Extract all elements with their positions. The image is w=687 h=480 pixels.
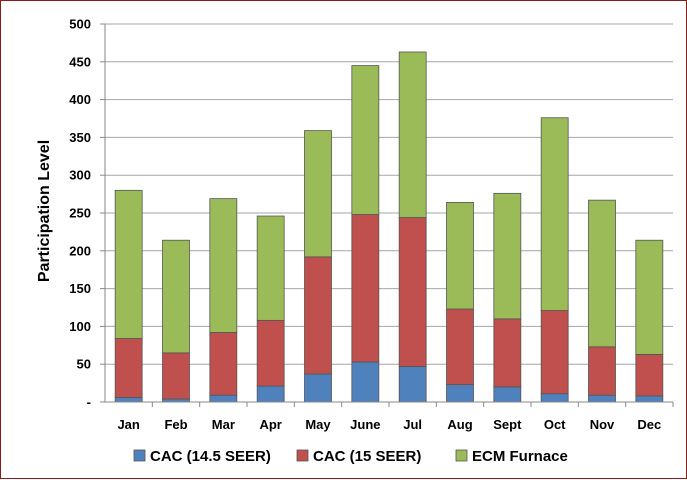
bar-ecm-furnace-sept <box>493 192 522 320</box>
bar-ecm-furnace-jul <box>398 51 427 218</box>
x-tick-label: Oct <box>544 417 566 432</box>
bar-ecm-furnace-oct <box>540 117 569 311</box>
x-tick-label: Aug <box>447 417 472 432</box>
x-tick-label: Feb <box>164 417 187 432</box>
y-axis-title: Participation Level <box>36 140 53 282</box>
y-tick-label: 300 <box>69 168 91 183</box>
x-tick-label: Apr <box>259 417 281 432</box>
x-tick-label: May <box>305 417 331 432</box>
legend: CAC (14.5 SEER) CAC (15 SEER) ECM Furnace <box>133 448 568 465</box>
gridlines <box>105 23 673 365</box>
bar-ecm-furnace-june <box>351 65 380 215</box>
legend-swatch <box>455 449 468 462</box>
bar-cac-14-5-seer--mar <box>209 394 238 403</box>
x-tick-label: Nov <box>590 417 615 432</box>
legend-swatch <box>296 449 309 462</box>
y-tick-label: 250 <box>69 206 91 221</box>
bar-cac-14-5-seer--june <box>351 361 380 403</box>
y-tick-label: 450 <box>69 54 91 69</box>
bar-cac-15-seer--june <box>351 214 380 363</box>
y-tick-label: 500 <box>69 17 91 32</box>
y-tick-label: 350 <box>69 130 91 145</box>
y-tick-label: 400 <box>69 92 91 107</box>
bar-ecm-furnace-nov <box>588 199 616 348</box>
y-tick-labels: - 50 100 150 200 250 300 350 400 450 500 <box>69 17 105 410</box>
bar-cac-14-5-seer--oct <box>540 393 569 403</box>
bar-ecm-furnace-may <box>304 130 332 258</box>
bar-ecm-furnace-aug <box>446 202 474 310</box>
bar-cac-14-5-seer--dec <box>635 395 664 403</box>
bar-cac-15-seer--dec <box>635 353 664 397</box>
bar-cac-15-seer--apr <box>256 319 285 387</box>
bars <box>114 51 664 403</box>
legend-swatch <box>133 449 146 462</box>
y-tick-label: 150 <box>69 281 91 296</box>
bar-ecm-furnace-mar <box>209 198 238 333</box>
legend-label: ECM Furnace <box>472 448 568 465</box>
bar-cac-15-seer--nov <box>588 346 616 396</box>
x-tick-label: Dec <box>637 417 661 432</box>
y-tick-label: 100 <box>69 319 91 334</box>
bar-cac-14-5-seer--jan <box>114 397 143 403</box>
y-tick-label: 200 <box>69 243 91 258</box>
bar-cac-15-seer--jan <box>114 338 143 398</box>
bar-cac-15-seer--feb <box>162 352 190 400</box>
y-tick-label: - <box>87 395 91 410</box>
bar-ecm-furnace-apr <box>256 215 285 321</box>
legend-label: CAC (14.5 SEER) <box>150 448 271 465</box>
x-tick-label: Mar <box>212 417 235 432</box>
bar-cac-15-seer--oct <box>540 310 569 395</box>
x-tick-label: June <box>350 417 380 432</box>
bar-cac-14-5-seer--aug <box>446 384 474 403</box>
bar-cac-15-seer--jul <box>398 217 427 367</box>
y-tick-label: 50 <box>77 357 91 372</box>
bar-ecm-furnace-jan <box>114 189 143 339</box>
bar-cac-14-5-seer--may <box>304 373 332 403</box>
bar-ecm-furnace-dec <box>635 239 664 355</box>
bar-cac-14-5-seer--nov <box>588 394 616 403</box>
x-tick-label: Sept <box>493 417 522 432</box>
x-tick-label: Jan <box>117 417 139 432</box>
bar-ecm-furnace-feb <box>162 239 190 354</box>
bar-cac-15-seer--mar <box>209 332 238 396</box>
legend-label: CAC (15 SEER) <box>313 448 421 465</box>
x-tick-label: Jul <box>403 417 422 432</box>
x-tick-labels: Jan Feb Mar Apr May June Jul Aug Sept Oct Nov Dec <box>117 402 674 432</box>
bar-cac-15-seer--sept <box>493 318 522 388</box>
bar-cac-15-seer--may <box>304 256 332 375</box>
bar-cac-15-seer--aug <box>446 308 474 386</box>
bar-cac-14-5-seer--jul <box>398 366 427 403</box>
bar-cac-14-5-seer--apr <box>256 385 285 403</box>
bar-cac-14-5-seer--sept <box>493 386 522 403</box>
